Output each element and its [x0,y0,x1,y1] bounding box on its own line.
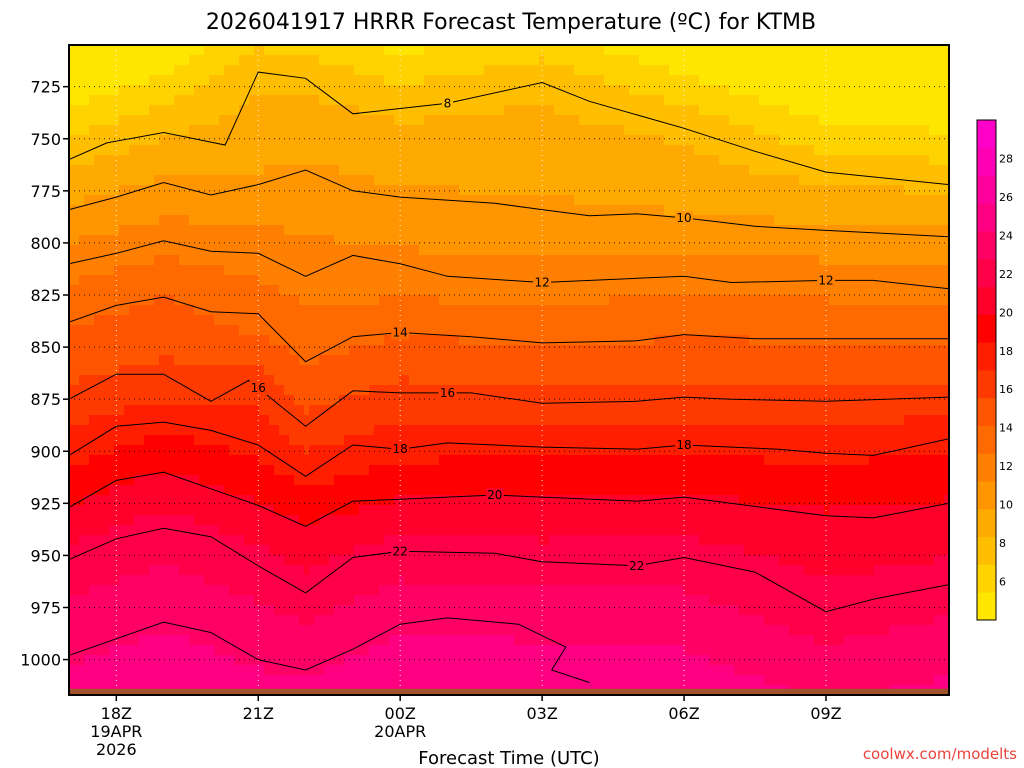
y-tick-label: 875 [30,390,61,409]
contour-label: 18 [676,438,691,452]
x-tick-label: 18Z [101,704,132,723]
colorbar-swatch [977,397,996,426]
colorbar-swatch [977,258,996,288]
ground-strip [69,688,949,695]
contour-label: 8 [444,96,452,110]
x-tick-label: 09Z [810,704,841,723]
contour-label-bg [627,558,646,573]
colorbar-swatch [977,147,996,176]
y-tick-label: 925 [30,494,61,513]
contour-label: 16 [251,381,266,395]
colorbar-swatch [977,536,996,565]
temperature-fill-layer [69,45,949,695]
contour-22 [69,527,949,613]
colorbar-tick-label: 6 [999,576,1006,589]
y-tick-label: 750 [30,130,61,149]
y-tick-label: 800 [30,234,61,253]
colorbar-tick-label: 28 [999,152,1013,165]
y-tick-label: 1000 [20,651,61,670]
contour-label-bg [441,96,453,111]
x-tick-label: 00Z [385,704,416,723]
y-tick-label: 975 [30,599,61,618]
x-tick-label: 2026 [96,740,137,759]
colorbar-tick-label: 16 [999,383,1013,396]
colorbar-tick-label: 18 [999,345,1013,358]
contour-label: 18 [393,442,408,456]
colorbar-frame [976,119,997,621]
chart-title: 2026041917 HRRR Forecast Temperature (ºC… [206,10,816,35]
colorbar-swatch [977,120,996,149]
contour-label-bg [485,488,504,502]
x-tick-label: 03Z [526,704,557,723]
ground-layer [69,688,949,695]
y-tick-label: 725 [30,78,61,97]
contour-label: 10 [676,211,691,225]
colorbar-tick-label: 10 [999,499,1013,512]
contour-label: 12 [534,276,549,290]
y-tick-label: 850 [30,338,61,357]
contour-label: 20 [487,488,502,502]
contour-label-bg [391,544,410,559]
contour-18 [69,421,949,477]
contour-label-bg [438,385,457,400]
colorbar-swatch [977,175,996,204]
y-tick-label: 950 [30,546,61,565]
colorbar-swatch [977,425,996,454]
colorbar-swatch [977,453,996,482]
contour-8 [69,71,949,186]
contour-label: 22 [393,544,408,558]
contour-label-bg [533,275,552,290]
colorbar-swatch [977,314,996,343]
x-tick-label: 20APR [374,722,426,741]
plot-frame [68,44,950,696]
x-tick-label: 19APR [90,722,142,741]
colorbar-tick-label: 14 [999,422,1013,435]
contour-label-bg [391,442,410,457]
colorbar-swatch [977,231,996,260]
colorbar-swatch [977,342,996,371]
y-tick-label: 775 [30,182,61,201]
contour-label: 14 [393,326,408,340]
contour-layer: 8 10 12 12 14 16 16 18 18 20 22 22 [69,71,949,683]
contour-16 [69,373,949,427]
y-tick-label: 900 [30,442,61,461]
credit-text: coolwx.com/modelts [863,745,1017,763]
y-axis: 725 750 775 800 825 850 875 900 925 950 975 1000 [20,78,69,670]
colorbar-tick-label: 26 [999,191,1013,204]
y-tick-label: 825 [30,286,61,305]
contour-label: 16 [440,386,455,400]
colorbar-swatch [977,508,996,538]
contour-12 [69,240,949,290]
contour-label: 12 [818,273,833,287]
grid-layer [69,45,949,695]
colorbar-tick-label: 8 [999,537,1006,550]
contour-20 [69,471,949,527]
x-tick-label: 06Z [668,704,699,723]
colorbar-tick-label: 24 [999,229,1013,242]
x-tick-label: 21Z [243,704,274,723]
contour-label-bg [391,325,410,340]
colorbar-tick-label: 20 [999,306,1013,319]
contour-label-bg [816,273,835,288]
colorbar-swatch [977,564,996,593]
colorbar-swatch [977,370,996,399]
colorbar-swatch [977,592,996,621]
colorbar-tick-label: 12 [999,460,1013,473]
colorbar-swatch [977,203,996,232]
x-axis-label: Forecast Time (UTC) [418,748,599,768]
colorbar: 6 8 10 12 14 16 18 20 22 24 26 28 [976,119,1013,621]
contour-label-bg [249,381,268,396]
contour-10 [69,169,949,238]
contour-label-bg [675,438,694,452]
contour-label-bg [675,210,694,225]
colorbar-swatch [977,481,996,510]
colorbar-swatch [977,286,996,315]
colorbar-tick-label: 22 [999,268,1013,281]
contour-24 [69,617,590,683]
contour-label: 22 [629,559,644,573]
